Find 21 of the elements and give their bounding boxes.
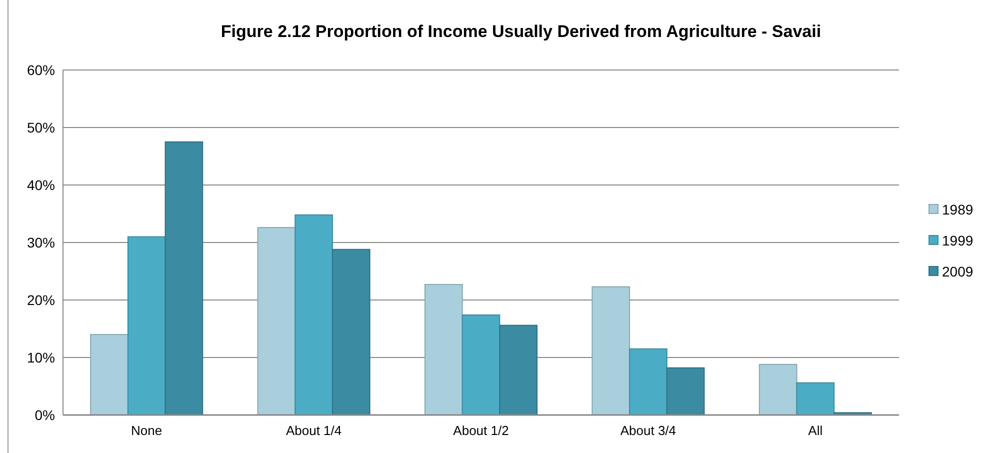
- y-tick-label: 10%: [26, 349, 55, 366]
- bar: [257, 227, 296, 416]
- x-tick-label: About 3/4: [620, 423, 676, 438]
- bar: [424, 284, 463, 416]
- x-tick-label: About 1/4: [286, 423, 342, 438]
- legend-label: 2009: [942, 263, 974, 280]
- legend-label: 1989: [942, 201, 974, 218]
- bar: [90, 334, 128, 416]
- bar: [592, 286, 630, 416]
- x-tick-label: None: [131, 423, 162, 438]
- y-tick-label: 20%: [26, 292, 55, 308]
- y-tick-label: 40%: [26, 176, 55, 193]
- chart-title: Figure 2.12 Proportion of Income Usually Derived from Agriculture - Savaii: [220, 22, 822, 41]
- legend-label: 1999: [942, 232, 974, 248]
- y-tick-label: 50%: [26, 119, 55, 136]
- y-tick-label: 30%: [26, 234, 55, 250]
- y-tick-label: 0%: [34, 406, 55, 423]
- x-tick-label: All: [808, 423, 823, 438]
- y-tick-label: 60%: [26, 62, 55, 78]
- bar: [758, 364, 798, 416]
- x-tick-label: About 1/2: [453, 423, 509, 438]
